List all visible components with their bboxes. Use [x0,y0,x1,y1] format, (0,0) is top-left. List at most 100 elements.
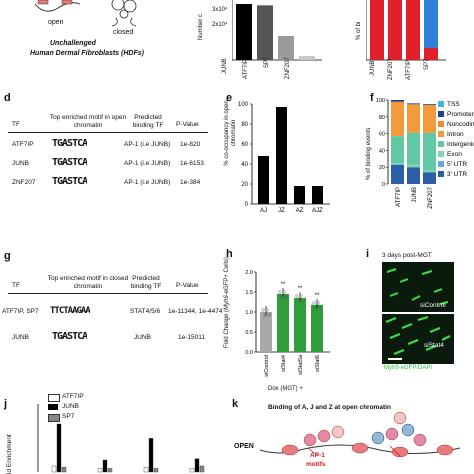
open-chromatin-label: OPEN [234,443,254,450]
bar-segment [423,104,436,106]
panel-k-letter: k [232,398,239,410]
tf-name: JUNB [12,160,29,167]
y-tick-label: 0.5 [245,330,253,336]
bar-segment [424,48,438,60]
x-tick-label: siStat6 [315,355,321,372]
legend-swatch [438,141,444,147]
p-value: 1e-820 [180,141,201,148]
p-value: 1e-384 [180,179,201,186]
panel-f-ylabel: % of binding events [366,127,372,180]
bar [51,465,57,473]
bar [56,423,62,473]
y-tick-label: 0.0 [245,350,253,356]
y-tick-label: 80 [241,122,248,128]
x-tick-label: JZ [278,208,285,214]
sicontrol-label: siControl [420,302,446,309]
bar-segment [391,164,404,184]
motif-logo: TGASTCA [52,138,88,149]
bar-segment [407,104,420,106]
bar-segment [423,105,436,133]
x-tick-label: siStat5a [298,354,304,375]
tf-name: ATF7IP [12,141,34,148]
x-tick-label: ZNF207 [428,186,434,208]
bar [153,468,159,473]
panel-g-header-pvalue: P-Value [176,282,199,289]
sistat4-label: siStat4 [424,342,444,349]
data-point [261,308,265,312]
bar [312,186,323,204]
panel-f-letter: f [370,92,374,104]
panel-c-xlabel: JUNB [370,60,376,76]
panel-h-ylabel: Fold Change (Myh6-eGFP+ Cells) [224,257,230,348]
legend-label: JUNB [62,403,79,410]
significance-mark: ** [298,286,303,292]
panel-k-title: Binding of A, J and Z at open chromatin [268,404,391,411]
bar-segment [423,132,436,171]
panel-g-header-rule [8,293,208,294]
scale-bar [388,358,402,360]
panel-i-title: 3 days post-MGT [382,252,432,259]
panel-h-chart: 0.0 0.5 1.0 1.5 2.0 siControl ** siStat4 ** siSta… [245,270,330,377]
panel-h-xlabel: Dox (MGT) + [268,386,303,392]
closed-label: closed [113,29,134,36]
p-value: 1e-6153 [180,160,204,167]
panel-e-letter: e [226,92,233,104]
x-tick-label: siStat4 [281,355,287,372]
ap1-motifs-label: motifs [306,461,326,468]
y-tick-label: 40 [379,148,385,154]
bar [299,56,315,60]
data-point [263,313,267,317]
y-tick-label: 0 [245,202,249,208]
bar-segment [407,164,420,168]
panel-d-header-rule [8,132,208,133]
bar-segment [391,102,404,137]
bar-segment [370,0,384,60]
legend-swatch [438,131,444,137]
x-tick-label: AJZ [312,208,323,214]
open-label: open [48,19,64,26]
panel-b-xlabel: ATF7IP [243,59,249,79]
bar-segment [406,0,420,60]
x-tick-label: AJ [260,208,267,214]
x-tick-label: siControl [264,355,270,377]
legend-swatch [438,151,444,157]
predicted-tf: JUNB [134,334,151,341]
legend-label: ATF7IP [62,393,84,400]
panel-d-header-tf: TF [12,121,20,128]
y-tick-label: 60 [379,132,385,138]
bar [260,312,272,352]
y-tick-label: 1.5 [245,290,253,296]
motif-logo: TGASTCA [52,331,88,342]
legend-swatch-sp7 [48,414,60,422]
bar-segment [391,163,404,165]
panel-g-letter: g [4,250,11,262]
legend-label: 3' UTR [447,171,467,178]
ap1-label: AP-1 [310,452,325,459]
panel-d-header-pvalue: P-Value [176,121,199,128]
tf-name: JUNB [12,334,29,341]
bar-segment [407,132,420,165]
bar-segment [423,172,436,184]
panel-a-title-line2: Human Dermal Fibroblasts (HDFs) [30,50,144,57]
data-point [265,308,269,312]
bar [199,465,205,473]
y-tick-label: 100 [376,98,385,104]
legend-swatch [438,171,444,177]
panel-g-header-pred: Predicted binding TF [130,275,162,290]
bar-segment [407,167,420,184]
legend-swatch [438,121,444,127]
microscopy-sistat4: siStat4 [382,314,454,364]
y-tick-label: 0 [382,182,385,188]
legend-label: Promoter [447,111,474,118]
y-tick-label: 80 [379,115,385,121]
legend-label: Noncoding [447,121,474,128]
x-tick-label: JUNB [412,187,418,203]
motif-logo: TTCTAAGAA [50,306,90,316]
bar [278,36,294,60]
predicted-tf: AP-1 (i.e JUNB) [124,160,171,167]
legend-swatch [438,101,444,107]
panel-g-header-tf: TF [12,282,20,289]
bar-segment [391,100,404,102]
data-point [278,290,282,294]
panel-b-xlabel: ZNF207 [285,57,291,79]
